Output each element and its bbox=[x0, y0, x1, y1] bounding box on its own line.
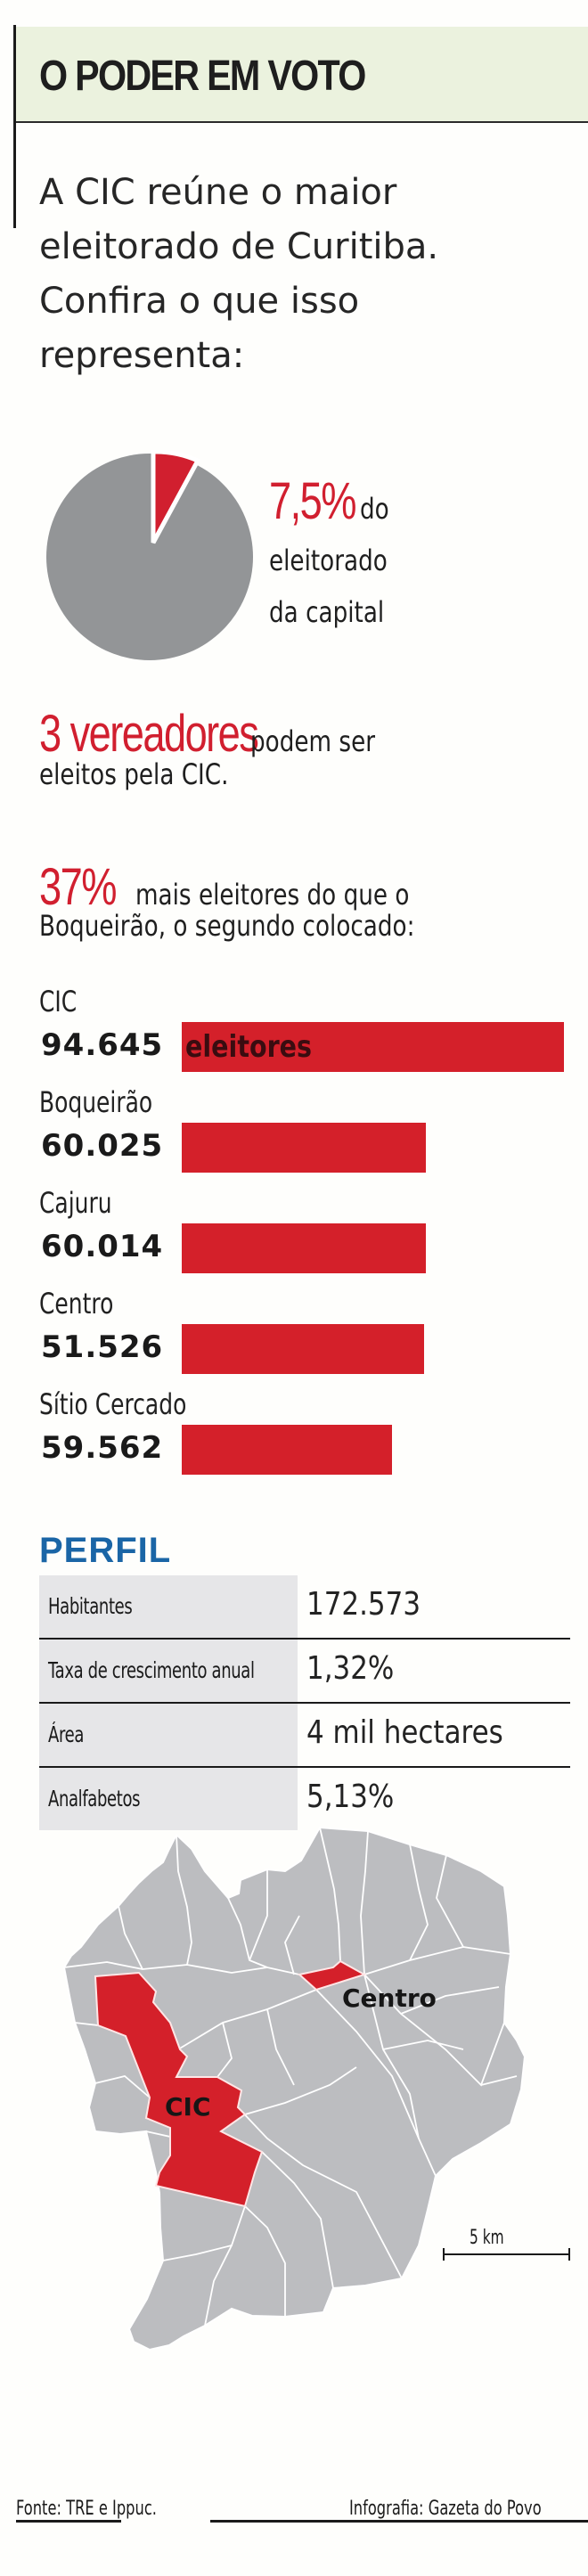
title-accent-rule bbox=[13, 25, 16, 228]
fact-percent: 37% mais eleitores do que o Boqueirão, o … bbox=[39, 857, 470, 943]
fact-percent-highlight: 37% bbox=[39, 858, 117, 916]
perfil-row: Taxa de crescimento anual 1,32% bbox=[39, 1640, 570, 1704]
perfil-value: 1,32% bbox=[306, 1650, 395, 1687]
page-title: O PODER EM VOTO bbox=[39, 53, 366, 100]
pie-caption: 7,5% do eleitorado da capital bbox=[269, 472, 413, 641]
intro-line: representa: bbox=[39, 335, 245, 376]
perfil-key-cell: Área bbox=[39, 1704, 298, 1766]
scale-tick bbox=[443, 2248, 445, 2261]
map-region-centro bbox=[297, 1959, 367, 1991]
fact-percent-text: Boqueirão, o segundo colocado: bbox=[39, 909, 415, 943]
intro-text: A CIC reúne o maior eleitorado de Curiti… bbox=[39, 166, 574, 383]
bar-value: 59.562 bbox=[41, 1430, 164, 1466]
bar-label: Centro bbox=[39, 1287, 114, 1321]
perfil-title: PERFIL bbox=[39, 1531, 172, 1570]
intro-line: A CIC reúne o maior bbox=[39, 172, 397, 213]
bar-value: 60.014 bbox=[41, 1229, 164, 1264]
perfil-row: Área 4 mil hectares bbox=[39, 1704, 570, 1768]
perfil-value: 5,13% bbox=[306, 1779, 395, 1815]
pie-caption-line: eleitorado bbox=[269, 544, 388, 577]
map-neighborhood-borders bbox=[63, 1827, 518, 2327]
perfil-table: Habitantes 172.573 Taxa de crescimento a… bbox=[39, 1575, 570, 1830]
title-band bbox=[16, 27, 588, 123]
perfil-key-cell: Taxa de crescimento anual bbox=[39, 1640, 298, 1702]
map-label-centro: Centro bbox=[342, 1983, 437, 2013]
perfil-key: Analfabetos bbox=[48, 1786, 141, 1811]
perfil-key: Taxa de crescimento anual bbox=[48, 1657, 255, 1683]
map-label-cic: CIC bbox=[165, 2092, 211, 2122]
pie-caption-suffix: do bbox=[360, 492, 389, 526]
perfil-value: 4 mil hectares bbox=[306, 1714, 503, 1751]
pie-slice-highlight bbox=[151, 450, 201, 544]
intro-line: eleitorado de Curitiba. bbox=[39, 226, 439, 267]
fact-percent-text: mais eleitores do que o bbox=[135, 878, 410, 912]
fact-vereadores-highlight: 3 vereadores bbox=[39, 705, 259, 763]
scale-bar bbox=[444, 2253, 569, 2255]
map-region-cic bbox=[94, 1971, 264, 2208]
map-land bbox=[62, 1826, 527, 2351]
pie-caption-line: da capital bbox=[269, 595, 385, 629]
bar-row-boqueirao: Boqueirão 60.025 bbox=[39, 1085, 574, 1185]
credit-text: Infografia: Gazeta do Povo bbox=[349, 2498, 542, 2520]
scale-label: 5 km bbox=[470, 2227, 504, 2249]
bar-fill bbox=[182, 1123, 426, 1173]
bar-row-sitio-cercado: Sítio Cercado 59.562 bbox=[39, 1387, 574, 1487]
pie-chart bbox=[46, 450, 253, 660]
bar-unit-label: eleitores bbox=[185, 1029, 313, 1065]
bar-label: Sítio Cercado bbox=[39, 1387, 187, 1421]
bar-label: CIC bbox=[39, 985, 78, 1018]
intro-line: Confira o que isso bbox=[39, 281, 360, 322]
bar-value: 94.645 bbox=[41, 1027, 164, 1063]
scale-tick bbox=[568, 2248, 570, 2261]
fact-vereadores: 3 vereadorespodem ser eleitos pela CIC. bbox=[39, 704, 402, 791]
pie-slice-rest bbox=[46, 454, 253, 660]
bar-row-centro: Centro 51.526 bbox=[39, 1287, 574, 1386]
bar-value: 51.526 bbox=[41, 1329, 164, 1365]
perfil-value: 172.573 bbox=[306, 1586, 421, 1623]
bar-fill bbox=[182, 1022, 564, 1072]
source-text: Fonte: TRE e Ippuc. bbox=[16, 2498, 157, 2520]
fact-vereadores-text: podem ser bbox=[249, 724, 375, 758]
source-rule bbox=[16, 2520, 121, 2523]
pie-highlight-value: 7,5% bbox=[269, 472, 356, 530]
perfil-key-cell: Analfabetos bbox=[39, 1768, 298, 1830]
perfil-row: Habitantes 172.573 bbox=[39, 1575, 570, 1640]
credit-rule bbox=[210, 2520, 588, 2523]
bar-fill bbox=[182, 1223, 426, 1273]
bar-label: Cajuru bbox=[39, 1186, 112, 1220]
bar-row-cic: CIC 94.645 eleitores bbox=[39, 985, 574, 1084]
perfil-key: Habitantes bbox=[48, 1593, 133, 1619]
bar-label: Boqueirão bbox=[39, 1085, 153, 1119]
fact-vereadores-text: eleitos pela CIC. bbox=[39, 757, 229, 791]
perfil-row: Analfabetos 5,13% bbox=[39, 1768, 570, 1830]
bar-value: 60.025 bbox=[41, 1128, 164, 1164]
bar-row-cajuru: Cajuru 60.014 bbox=[39, 1186, 574, 1286]
perfil-key-cell: Habitantes bbox=[39, 1575, 298, 1638]
bar-fill bbox=[182, 1425, 392, 1475]
perfil-key: Área bbox=[48, 1721, 84, 1747]
bar-fill bbox=[182, 1324, 424, 1374]
